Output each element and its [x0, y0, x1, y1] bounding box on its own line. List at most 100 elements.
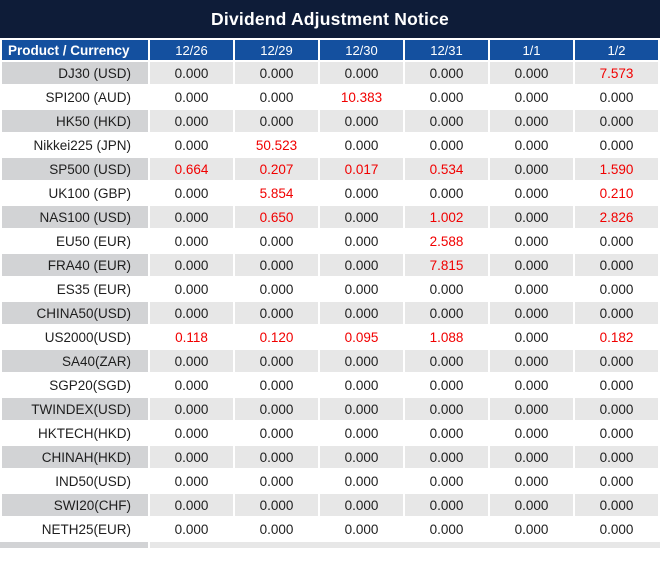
table-row: EU50 (EUR) 0.000 0.000 0.000 2.588 0.000 0.000	[0, 228, 660, 254]
dividend-value-cell: 0.000	[488, 468, 575, 494]
dividend-value-cell: 1.590	[573, 156, 660, 182]
dividend-value-cell: 1.002	[403, 204, 490, 230]
dividend-value-cell: 0.000	[488, 156, 575, 182]
dividend-value-cell: 0.000	[318, 252, 405, 278]
title-bar: Dividend Adjustment Notice	[0, 0, 660, 38]
dividend-value-cell: 1.088	[403, 324, 490, 350]
dividend-value-cell: 0.000	[148, 420, 235, 446]
dividend-value-cell: 0.000	[488, 252, 575, 278]
table-row: DJ30 (USD) 0.000 0.000 0.000 0.000 0.000 7.573	[0, 60, 660, 86]
dividend-value-cell: 0.000	[403, 60, 490, 86]
dividend-value-cell: 0.000	[148, 396, 235, 422]
product-cell: UK100 (GBP)	[0, 180, 150, 206]
dividend-value-cell: 0.000	[403, 132, 490, 158]
product-cell: CHINA50(USD)	[0, 300, 150, 326]
dividend-value-cell: 0.000	[488, 420, 575, 446]
table-body: DJ30 (USD) 0.000 0.000 0.000 0.000 0.000 7.573…	[0, 60, 660, 542]
dividend-value-cell: 0.000	[403, 180, 490, 206]
dividend-value-cell: 0.000	[233, 516, 320, 542]
dividend-value-cell: 0.000	[148, 348, 235, 374]
dividend-value-cell: 0.000	[233, 492, 320, 518]
table-row: FRA40 (EUR) 0.000 0.000 0.000 7.815 0.000 0.00…	[0, 252, 660, 278]
dividend-value-cell: 0.000	[403, 300, 490, 326]
dividend-value-cell: 0.000	[233, 108, 320, 134]
dividend-value-cell: 0.000	[148, 252, 235, 278]
dividend-value-cell: 0.000	[318, 276, 405, 302]
dividend-value-cell: 0.000	[403, 444, 490, 470]
product-cell: NETH25(EUR)	[0, 516, 150, 542]
dividend-value-cell: 0.664	[148, 156, 235, 182]
table-row: IND50(USD) 0.000 0.000 0.000 0.000 0.000 0.000	[0, 468, 660, 494]
dividend-value-cell: 0.000	[148, 60, 235, 86]
dividend-value-cell: 0.000	[573, 396, 660, 422]
product-cell: EU50 (EUR)	[0, 228, 150, 254]
dividend-value-cell: 0.000	[573, 372, 660, 398]
table-row: SWI20(CHF) 0.000 0.000 0.000 0.000 0.000 0.000	[0, 492, 660, 518]
product-cell: CHINAH(HKD)	[0, 444, 150, 470]
dividend-value-cell: 0.000	[148, 228, 235, 254]
table-row: NETH25(EUR) 0.000 0.000 0.000 0.000 0.000 0.00…	[0, 516, 660, 542]
dividend-value-cell: 0.000	[403, 84, 490, 110]
dividend-value-cell: 0.000	[488, 84, 575, 110]
dividend-value-cell: 0.000	[573, 108, 660, 134]
column-header-date: 12/31	[403, 38, 490, 62]
table-row: HKTECH(HKD) 0.000 0.000 0.000 0.000 0.000 0.00…	[0, 420, 660, 446]
product-cell: US2000(USD)	[0, 324, 150, 350]
dividend-value-cell: 0.000	[403, 108, 490, 134]
table-row: UK100 (GBP) 0.000 5.854 0.000 0.000 0.000 0.21…	[0, 180, 660, 206]
dividend-value-cell: 7.573	[573, 60, 660, 86]
product-cell: ES35 (EUR)	[0, 276, 150, 302]
dividend-value-cell: 0.000	[403, 372, 490, 398]
table-row: Nikkei225 (JPN) 0.000 50.523 0.000 0.000 0.00…	[0, 132, 660, 158]
dividend-value-cell: 0.000	[488, 228, 575, 254]
dividend-value-cell: 0.000	[403, 468, 490, 494]
product-cell: IND50(USD)	[0, 468, 150, 494]
dividend-value-cell: 0.120	[233, 324, 320, 350]
dividend-value-cell: 0.000	[148, 300, 235, 326]
dividend-value-cell: 0.118	[148, 324, 235, 350]
dividend-value-cell: 0.000	[148, 372, 235, 398]
product-cell: SP500 (USD)	[0, 156, 150, 182]
dividend-value-cell: 0.095	[318, 324, 405, 350]
dividend-value-cell: 0.182	[573, 324, 660, 350]
dividend-value-cell: 0.000	[148, 180, 235, 206]
dividend-value-cell: 5.854	[233, 180, 320, 206]
dividend-value-cell: 0.000	[233, 276, 320, 302]
dividend-value-cell: 0.000	[233, 60, 320, 86]
table-row: ES35 (EUR) 0.000 0.000 0.000 0.000 0.000 0.000	[0, 276, 660, 302]
dividend-value-cell: 0.000	[488, 132, 575, 158]
dividend-value-cell: 0.000	[488, 60, 575, 86]
dividend-value-cell: 0.000	[573, 468, 660, 494]
dividend-value-cell: 0.000	[233, 444, 320, 470]
dividend-value-cell: 0.000	[318, 300, 405, 326]
product-cell: HK50 (HKD)	[0, 108, 150, 134]
dividend-value-cell: 0.000	[488, 204, 575, 230]
next-row-sliver	[0, 542, 660, 548]
dividend-value-cell: 0.000	[573, 492, 660, 518]
dividend-value-cell: 0.000	[573, 252, 660, 278]
dividend-value-cell: 0.000	[318, 108, 405, 134]
dividend-value-cell: 0.000	[318, 468, 405, 494]
product-cell: SPI200 (AUD)	[0, 84, 150, 110]
column-header-date: 1/1	[488, 38, 575, 62]
dividend-value-cell: 0.000	[318, 348, 405, 374]
dividend-value-cell: 0.000	[403, 516, 490, 542]
dividend-value-cell: 0.000	[573, 228, 660, 254]
dividend-value-cell: 0.000	[318, 60, 405, 86]
dividend-value-cell: 0.000	[318, 204, 405, 230]
dividend-value-cell: 0.000	[148, 516, 235, 542]
dividend-value-cell: 0.000	[148, 108, 235, 134]
dividend-value-cell: 0.000	[233, 372, 320, 398]
dividend-value-cell: 0.000	[233, 348, 320, 374]
dividend-value-cell: 7.815	[403, 252, 490, 278]
dividend-value-cell: 0.000	[573, 300, 660, 326]
dividend-value-cell: 0.000	[233, 252, 320, 278]
dividend-value-cell: 0.000	[233, 396, 320, 422]
dividend-value-cell: 0.000	[148, 204, 235, 230]
dividend-value-cell: 0.000	[488, 108, 575, 134]
product-cell: NAS100 (USD)	[0, 204, 150, 230]
dividend-value-cell: 0.000	[318, 372, 405, 398]
dividend-value-cell: 0.000	[318, 516, 405, 542]
dividend-value-cell: 0.000	[148, 276, 235, 302]
dividend-value-cell: 0.000	[573, 516, 660, 542]
